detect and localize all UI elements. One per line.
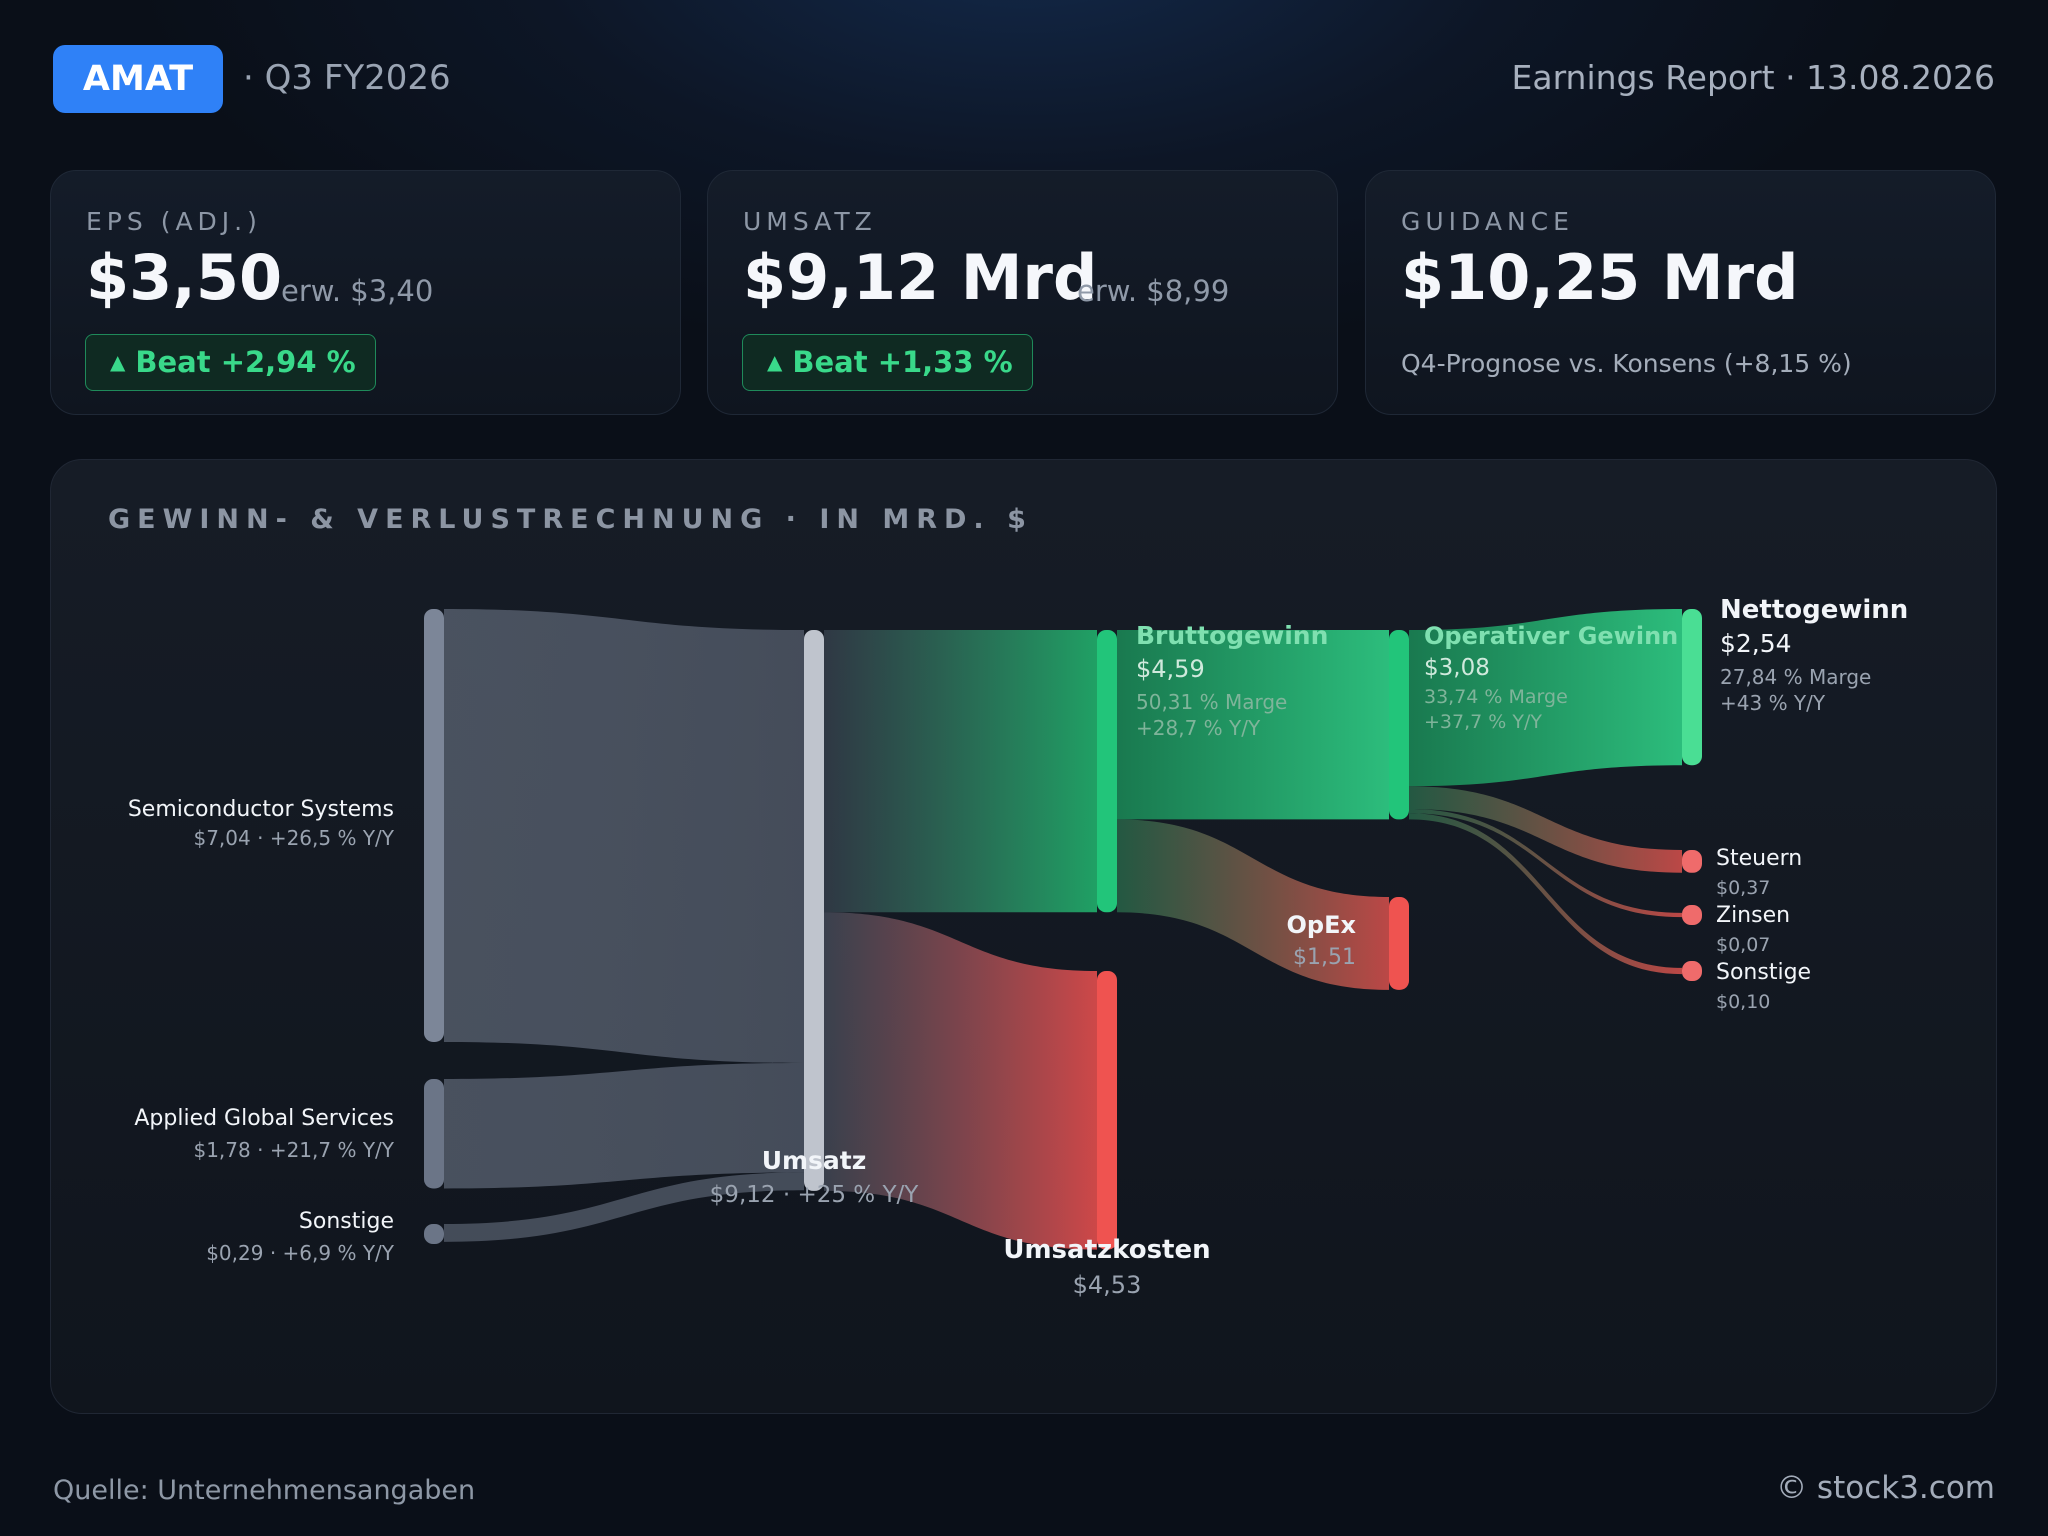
sankey-node-semi bbox=[424, 609, 444, 1042]
eps-estimate: erw. $3,40 bbox=[281, 274, 434, 308]
eps-value: $3,50 bbox=[86, 241, 283, 314]
segment-label-semi: Semiconductor Systems bbox=[128, 797, 394, 822]
node-label-opex: OpEx bbox=[1287, 911, 1357, 939]
sankey-node-opex bbox=[1389, 897, 1409, 990]
segment-value-ags: $1,78 · +21,7 % Y/Y bbox=[193, 1138, 394, 1162]
report-date: Earnings Report · 13.08.2026 bbox=[1511, 58, 1996, 97]
node-margin-gross: 50,31 % Marge bbox=[1136, 690, 1287, 714]
node-label-interest: Zinsen bbox=[1716, 903, 1790, 928]
sankey-node-net bbox=[1682, 609, 1702, 766]
node-label-revenue: Umsatz bbox=[762, 1146, 867, 1175]
node-margin-opinc: 33,74 % Marge bbox=[1424, 686, 1568, 708]
sankey-link-gross-opex bbox=[1117, 819, 1389, 990]
copyright: © stock3.com bbox=[1776, 1470, 1995, 1506]
sankey-link-revenue-cogs bbox=[824, 912, 1097, 1250]
revenue-value: $9,12 Mrd bbox=[743, 241, 1098, 314]
node-label-net: Nettogewinn bbox=[1720, 595, 1908, 625]
node-value-cogs: $4,53 bbox=[1073, 1271, 1142, 1299]
segment-value-other_seg: $0,29 · +6,9 % Y/Y bbox=[206, 1241, 395, 1265]
source-note: Quelle: Unternehmensangaben bbox=[53, 1475, 476, 1506]
sankey-link-semi-revenue bbox=[444, 609, 804, 1063]
node-yoy-gross: +28,7 % Y/Y bbox=[1136, 716, 1261, 740]
triangle-up-icon: ▲ bbox=[767, 350, 783, 374]
node-label-opinc: Operativer Gewinn bbox=[1424, 622, 1678, 650]
node-value-other_exp: $0,10 bbox=[1716, 991, 1770, 1013]
guidance-value: $10,25 Mrd bbox=[1401, 241, 1799, 314]
sankey-node-interest bbox=[1682, 905, 1702, 925]
sankey-link-other_seg-revenue bbox=[444, 1172, 804, 1242]
sankey-link-ags-revenue bbox=[444, 1062, 804, 1189]
triangle-up-icon: ▲ bbox=[110, 350, 126, 374]
panel-title: GEWINN- & VERLUSTRECHNUNG · IN MRD. $ bbox=[108, 504, 1033, 535]
eps-card: EPS (ADJ.) $3,50 erw. $3,40 ▲ Beat +2,94 … bbox=[50, 170, 681, 415]
sankey-link-revenue-gross bbox=[824, 630, 1097, 913]
node-value-interest: $0,07 bbox=[1716, 934, 1770, 956]
sankey-node-opinc bbox=[1389, 630, 1409, 820]
guidance-label: GUIDANCE bbox=[1401, 207, 1574, 236]
sankey-nodes bbox=[424, 609, 1702, 1250]
sankey-link-opinc-other_exp bbox=[1409, 813, 1682, 975]
node-label-other_exp: Sonstige bbox=[1716, 960, 1811, 985]
revenue-beat-badge: ▲ Beat +1,33 % bbox=[742, 334, 1033, 391]
sankey-link-opinc-tax bbox=[1409, 786, 1682, 873]
sankey-link-opinc-interest bbox=[1409, 808, 1682, 918]
sankey-node-other_seg bbox=[424, 1224, 444, 1244]
node-value-revenue: $9,12 · +25 % Y/Y bbox=[710, 1182, 920, 1208]
sankey-link-gross-opinc bbox=[1117, 630, 1389, 820]
node-value-opinc: $3,08 bbox=[1424, 655, 1490, 681]
node-label-gross: Bruttogewinn bbox=[1136, 621, 1328, 650]
sankey-node-tax bbox=[1682, 850, 1702, 873]
segment-label-ags: Applied Global Services bbox=[134, 1106, 394, 1131]
revenue-beat-label: Beat +1,33 % bbox=[792, 345, 1013, 379]
revenue-label: UMSATZ bbox=[743, 207, 877, 236]
sankey-node-other_exp bbox=[1682, 961, 1702, 981]
sankey-node-revenue bbox=[804, 630, 824, 1191]
segment-label-other_seg: Sonstige bbox=[299, 1209, 394, 1234]
node-value-gross: $4,59 bbox=[1136, 655, 1205, 683]
node-margin-net: 27,84 % Marge bbox=[1720, 665, 1871, 689]
sankey-node-cogs bbox=[1097, 971, 1117, 1250]
node-label-cogs: Umsatzkosten bbox=[1003, 1235, 1210, 1265]
node-yoy-opinc: +37,7 % Y/Y bbox=[1424, 711, 1542, 733]
sankey-node-ags bbox=[424, 1079, 444, 1189]
sankey-node-gross bbox=[1097, 630, 1117, 913]
revenue-estimate: erw. $8,99 bbox=[1077, 274, 1230, 308]
sankey-link-opinc-net bbox=[1409, 609, 1682, 787]
eps-label: EPS (ADJ.) bbox=[86, 207, 262, 236]
node-label-tax: Steuern bbox=[1716, 846, 1802, 871]
guidance-card: GUIDANCE $10,25 Mrd Q4-Prognose vs. Kons… bbox=[1365, 170, 1996, 415]
eps-beat-label: Beat +2,94 % bbox=[135, 345, 356, 379]
node-value-net: $2,54 bbox=[1720, 629, 1792, 658]
report-period: · Q3 FY2026 bbox=[243, 58, 451, 98]
eps-beat-badge: ▲ Beat +2,94 % bbox=[85, 334, 376, 391]
segment-value-semi: $7,04 · +26,5 % Y/Y bbox=[193, 826, 394, 850]
ticker-badge: AMAT bbox=[53, 45, 223, 113]
node-value-opex: $1,51 bbox=[1293, 945, 1356, 970]
revenue-card: UMSATZ $9,12 Mrd erw. $8,99 ▲ Beat +1,33 … bbox=[707, 170, 1338, 415]
node-yoy-net: +43 % Y/Y bbox=[1720, 691, 1826, 715]
node-value-tax: $0,37 bbox=[1716, 877, 1770, 899]
guidance-note: Q4-Prognose vs. Konsens (+8,15 %) bbox=[1401, 349, 1852, 378]
sankey-links bbox=[444, 609, 1682, 1250]
